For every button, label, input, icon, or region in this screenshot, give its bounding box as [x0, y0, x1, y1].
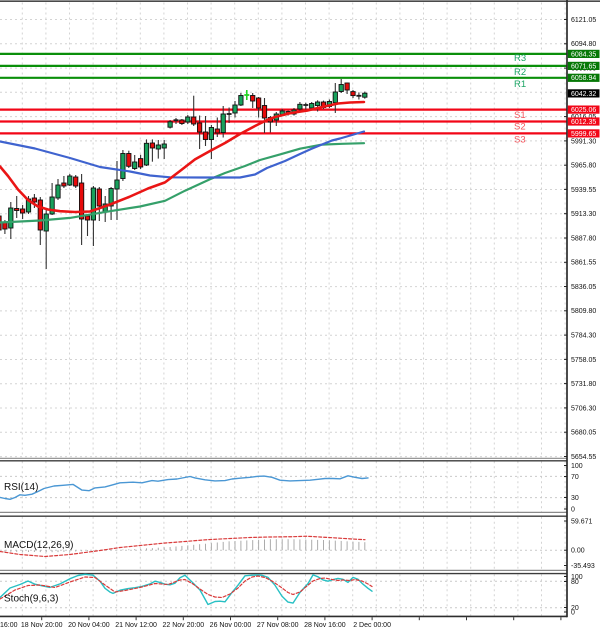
svg-text:70: 70 — [571, 474, 579, 481]
svg-text:R1: R1 — [514, 79, 526, 90]
svg-text:20 Nov 04:00: 20 Nov 04:00 — [68, 622, 110, 629]
svg-text:26 Nov 00:00: 26 Nov 00:00 — [210, 622, 252, 629]
svg-text:S2: S2 — [514, 122, 526, 133]
svg-text:5809.80: 5809.80 — [571, 308, 596, 315]
svg-text:5861.55: 5861.55 — [571, 260, 596, 267]
svg-text:R2: R2 — [514, 67, 526, 78]
svg-text:5913.30: 5913.30 — [571, 211, 596, 218]
svg-text:6094.80: 6094.80 — [571, 41, 596, 48]
svg-text:6121.05: 6121.05 — [571, 17, 596, 24]
svg-text:0.00: 0.00 — [571, 548, 585, 555]
svg-text:6058.94: 6058.94 — [571, 75, 596, 82]
svg-text:RSI(14): RSI(14) — [4, 482, 38, 493]
svg-text:28 Nov 16:00: 28 Nov 16:00 — [304, 622, 346, 629]
svg-text:5999.65: 5999.65 — [571, 131, 596, 138]
svg-text:5680.05: 5680.05 — [571, 430, 596, 437]
svg-text:5991.30: 5991.30 — [571, 138, 596, 145]
svg-text:59.671: 59.671 — [571, 518, 593, 525]
svg-text:16:00: 16:00 — [0, 622, 18, 629]
svg-text:6025.06: 6025.06 — [571, 107, 596, 114]
svg-text:5836.05: 5836.05 — [571, 284, 596, 291]
svg-text:S1: S1 — [514, 110, 526, 121]
svg-text:0: 0 — [571, 506, 575, 513]
svg-text:5939.55: 5939.55 — [571, 187, 596, 194]
svg-text:2 Dec 00:00: 2 Dec 00:00 — [353, 622, 391, 629]
svg-text:22 Nov 20:00: 22 Nov 20:00 — [162, 622, 204, 629]
svg-text:6071.65: 6071.65 — [571, 63, 596, 70]
svg-text:S3: S3 — [514, 134, 526, 145]
svg-text:6042.32: 6042.32 — [571, 91, 596, 98]
svg-text:6012.35: 6012.35 — [571, 119, 596, 126]
svg-text:Stoch(9,6,3): Stoch(9,6,3) — [4, 594, 58, 605]
svg-text:100: 100 — [571, 574, 583, 581]
svg-text:5654.55: 5654.55 — [571, 454, 596, 461]
svg-text:30: 30 — [571, 495, 579, 502]
svg-text:27 Nov 08:00: 27 Nov 08:00 — [257, 622, 299, 629]
svg-text:6084.35: 6084.35 — [571, 51, 596, 58]
svg-text:5731.80: 5731.80 — [571, 381, 596, 388]
svg-text:18 Nov 20:00: 18 Nov 20:00 — [21, 622, 63, 629]
svg-text:80: 80 — [571, 579, 579, 586]
svg-text:20: 20 — [571, 605, 579, 612]
svg-text:R3: R3 — [514, 53, 526, 64]
svg-text:5758.05: 5758.05 — [571, 357, 596, 364]
svg-text:5706.30: 5706.30 — [571, 405, 596, 412]
svg-text:5887.80: 5887.80 — [571, 235, 596, 242]
svg-text:5784.30: 5784.30 — [571, 333, 596, 340]
svg-text:21 Nov 12:00: 21 Nov 12:00 — [115, 622, 157, 629]
svg-text:5965.80: 5965.80 — [571, 163, 596, 170]
svg-text:0: 0 — [571, 609, 575, 616]
svg-text:MACD(12,26,9): MACD(12,26,9) — [4, 540, 73, 551]
svg-text:-35.493: -35.493 — [571, 563, 595, 570]
svg-text:100: 100 — [571, 463, 583, 470]
